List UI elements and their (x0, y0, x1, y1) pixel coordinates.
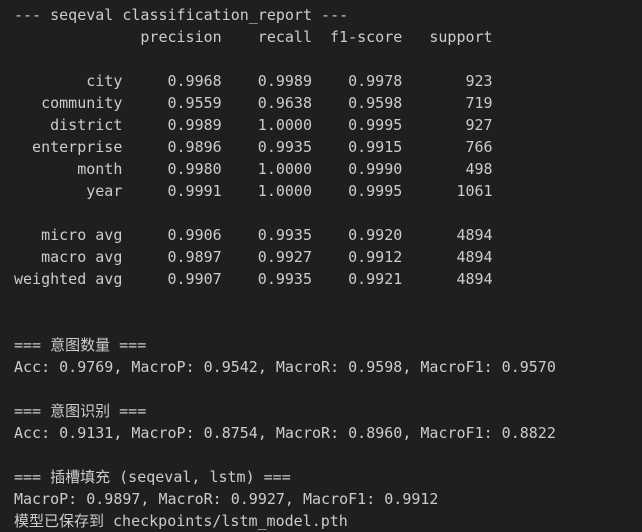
intent-count-heading: === 意图数量 === (14, 336, 147, 354)
report-row: month 0.9980 1.0000 0.9990 498 (14, 158, 642, 180)
cell-f1: 0.9921 (348, 270, 403, 288)
cell-f1: 0.9920 (348, 226, 403, 244)
cell-label: macro avg (41, 248, 123, 266)
cell-precision: 0.9907 (167, 270, 222, 288)
cell-support: 498 (465, 160, 493, 178)
cell-precision: 0.9980 (167, 160, 222, 178)
cell-recall: 0.9927 (257, 248, 312, 266)
cell-f1: 0.9978 (348, 72, 403, 90)
report-row: weighted avg 0.9907 0.9935 0.9921 4894 (14, 268, 642, 290)
report-row: enterprise 0.9896 0.9935 0.9915 766 (14, 136, 642, 158)
cell-label: month (77, 160, 123, 178)
cell-f1: 0.9995 (348, 116, 403, 134)
cell-f1: 0.9598 (348, 94, 403, 112)
cell-precision: 0.9989 (167, 116, 222, 134)
cell-label: enterprise (32, 138, 123, 156)
cell-label: city (86, 72, 123, 90)
cell-support: 927 (465, 116, 493, 134)
cell-precision: 0.9906 (167, 226, 222, 244)
cell-recall: 0.9935 (257, 138, 312, 156)
report-row: micro avg 0.9906 0.9935 0.9920 4894 (14, 224, 642, 246)
cell-recall: 0.9638 (257, 94, 312, 112)
slot-filling-heading: === 插槽填充 (seqeval, lstm) === (14, 468, 291, 486)
cell-support: 4894 (456, 226, 493, 244)
report-row: year 0.9991 1.0000 0.9995 1061 (14, 180, 642, 202)
report-header-row: precision recall f1-score support (14, 26, 642, 48)
cell-precision: 0.9968 (167, 72, 222, 90)
cell-recall: 0.9989 (257, 72, 312, 90)
report-row: city 0.9968 0.9989 0.9978 923 (14, 70, 642, 92)
report-row: macro avg 0.9897 0.9927 0.9912 4894 (14, 246, 642, 268)
cell-support: 4894 (456, 248, 493, 266)
intent-recognition-metrics: Acc: 0.9131, MacroP: 0.8754, MacroR: 0.8… (14, 424, 556, 442)
cell-f1: 0.9912 (348, 248, 403, 266)
cell-support: 1061 (456, 182, 493, 200)
saved-message: 模型已保存到 checkpoints/lstm_model.pth (14, 512, 348, 530)
header-f1: f1-score (330, 28, 403, 46)
cell-label: weighted avg (14, 270, 123, 288)
cell-support: 719 (465, 94, 493, 112)
intent-count-metrics: Acc: 0.9769, MacroP: 0.9542, MacroR: 0.9… (14, 358, 556, 376)
cell-support: 766 (465, 138, 493, 156)
cell-precision: 0.9897 (167, 248, 222, 266)
cell-precision: 0.9559 (167, 94, 222, 112)
cell-f1: 0.9995 (348, 182, 403, 200)
header-precision: precision (140, 28, 222, 46)
report-title: --- seqeval classification_report --- (14, 6, 349, 24)
cell-label: community (41, 94, 123, 112)
intent-recognition-heading: === 意图识别 === (14, 402, 147, 420)
cell-label: district (50, 116, 123, 134)
cell-f1: 0.9915 (348, 138, 403, 156)
cell-recall: 1.0000 (257, 116, 312, 134)
report-row: district 0.9989 1.0000 0.9995 927 (14, 114, 642, 136)
cell-precision: 0.9991 (167, 182, 222, 200)
cell-f1: 0.9990 (348, 160, 403, 178)
cell-recall: 1.0000 (257, 182, 312, 200)
header-recall: recall (257, 28, 312, 46)
cell-recall: 0.9935 (257, 226, 312, 244)
cell-recall: 0.9935 (257, 270, 312, 288)
cell-label: year (86, 182, 123, 200)
slot-filling-metrics: MacroP: 0.9897, MacroR: 0.9927, MacroF1:… (14, 490, 439, 508)
cell-precision: 0.9896 (167, 138, 222, 156)
cell-support: 4894 (456, 270, 493, 288)
header-support: support (429, 28, 493, 46)
cell-support: 923 (465, 72, 493, 90)
cell-label: micro avg (41, 226, 123, 244)
cell-recall: 1.0000 (257, 160, 312, 178)
report-row: community 0.9559 0.9638 0.9598 719 (14, 92, 642, 114)
